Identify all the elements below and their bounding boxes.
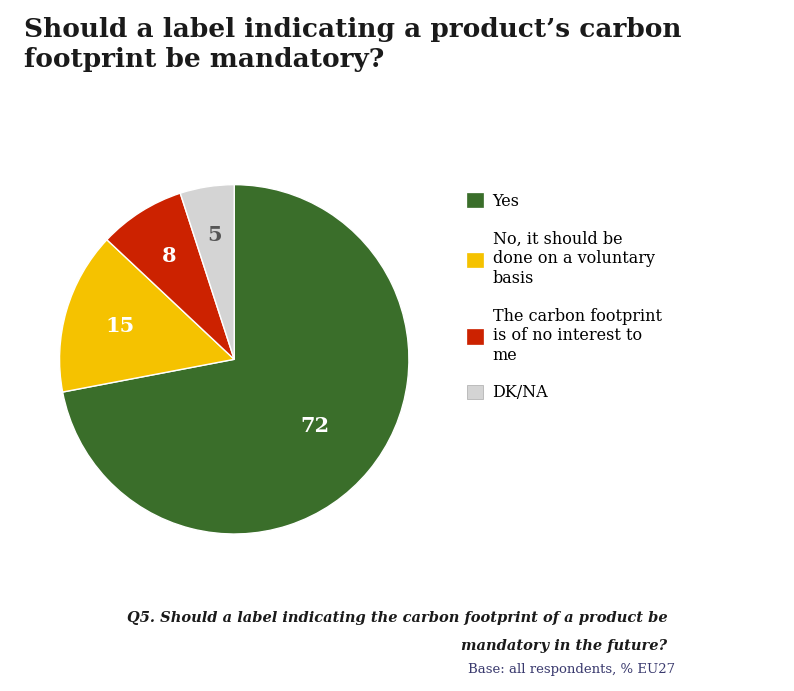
Wedge shape bbox=[60, 240, 234, 392]
Text: 8: 8 bbox=[161, 246, 176, 266]
Text: 5: 5 bbox=[207, 225, 222, 245]
Wedge shape bbox=[63, 184, 409, 534]
Text: Should a label indicating a product’s carbon
footprint be mandatory?: Should a label indicating a product’s ca… bbox=[24, 17, 681, 73]
Wedge shape bbox=[180, 184, 234, 359]
Text: 72: 72 bbox=[300, 416, 330, 436]
Text: Base: all respondents, % EU27: Base: all respondents, % EU27 bbox=[468, 663, 675, 676]
Legend: Yes, No, it should be
done on a voluntary
basis, The carbon footprint
is of no i: Yes, No, it should be done on a voluntar… bbox=[461, 187, 668, 408]
Wedge shape bbox=[107, 193, 234, 359]
Text: 15: 15 bbox=[106, 316, 135, 337]
Text: Q5. Should a label indicating the carbon footprint of a product be: Q5. Should a label indicating the carbon… bbox=[127, 612, 667, 625]
Text: mandatory in the future?: mandatory in the future? bbox=[461, 639, 667, 653]
